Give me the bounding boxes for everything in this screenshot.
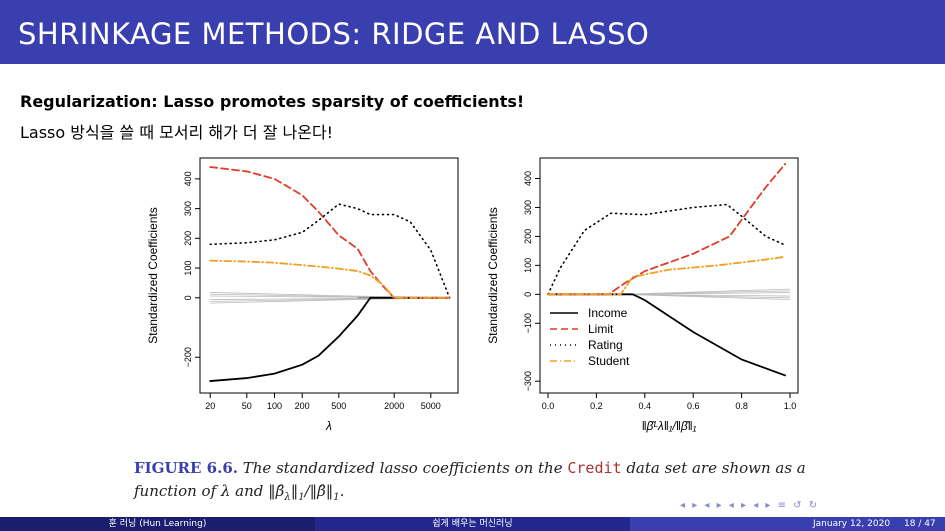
slide-heading: Regularization: Lasso promotes sparsity …	[20, 92, 525, 111]
title-bar: SHRINKAGE METHODS: RIDGE AND LASSO	[0, 0, 945, 64]
y-tick-label: 300	[523, 200, 533, 215]
norm-ratio-coefficient-chart: 0.0 0.2 0.4 0.6 0.8 1.0 −300 −100 0 100 200 300 400 ‖…	[486, 157, 799, 433]
footer-author: 훈 러닝 (Hun Learning)	[0, 517, 315, 531]
y-tick-label: 200	[523, 229, 533, 244]
x-tick-label: 5000	[421, 401, 441, 411]
y-axis-label: Standardized Coefficients	[146, 207, 160, 344]
x-tick-label: 0.2	[590, 401, 603, 411]
x-tick-label: 20	[205, 401, 215, 411]
lambda-coefficient-chart: 20 50 100 200 500 2000 5000 −200 0 100 200 300 400 λ S…	[146, 157, 459, 433]
y-tick-label: −300	[523, 371, 533, 391]
series-line-student	[547, 255, 787, 296]
slide-title: SHRINKAGE METHODS: RIDGE AND LASSO	[18, 17, 650, 51]
footer-course: 쉽게 배우는 머신러닝	[315, 517, 630, 531]
caption-text-e: .	[339, 482, 345, 500]
y-tick-label: 100	[183, 261, 193, 276]
caption-text-a: The standardized lasso coefficients on t…	[238, 459, 568, 477]
caption-text-d: /‖β̂‖	[304, 482, 334, 500]
x-axis-label: λ	[325, 419, 332, 433]
y-tick-label: 0	[523, 292, 533, 297]
legend-label-student: Student	[588, 354, 630, 368]
y-tick-label: 400	[523, 171, 533, 186]
plot-frame	[539, 157, 799, 394]
series-line-income	[209, 296, 451, 382]
legend-label-limit: Limit	[588, 322, 614, 336]
x-tick-label: 100	[267, 401, 282, 411]
legend-label-rating: Rating	[588, 338, 623, 352]
y-tick-label: −100	[523, 313, 533, 333]
series-line-student	[209, 259, 451, 299]
x-axis-label: ‖β̂ᴸλ‖₁/‖β̂‖₁	[642, 419, 697, 433]
x-tick-label: 50	[242, 401, 252, 411]
caption-code: Credit	[567, 459, 622, 477]
y-tick-label: −200	[183, 347, 193, 367]
series-line-rating	[547, 203, 786, 296]
y-tick-label: 100	[523, 258, 533, 273]
caption-text-b: data set are shown as a function of λ an…	[134, 459, 806, 500]
footer-page-number: 18 / 47	[904, 519, 936, 529]
legend-label-income: Income	[588, 306, 628, 320]
y-tick-label: 0	[183, 295, 193, 300]
slide-subline: Lasso 방식을 쓸 때 모서리 해가 더 잘 나온다!	[20, 123, 334, 142]
plot-frame	[199, 157, 459, 394]
y-axis-label: Standardized Coefficients	[486, 207, 500, 344]
y-tick-label: 300	[183, 201, 193, 216]
figure-label: FIGURE 6.6.	[134, 459, 238, 477]
caption-text-c: ‖	[290, 482, 299, 500]
x-tick-label: 0.0	[542, 401, 555, 411]
x-tick-label: 1.0	[784, 401, 797, 411]
figure-caption: FIGURE 6.6. The standardized lasso coeff…	[134, 459, 806, 503]
footer-date: January 12, 2020	[813, 519, 891, 529]
footer-bar: 훈 러닝 (Hun Learning) 쉽게 배우는 머신러닝 January …	[0, 517, 945, 531]
series-line-rating	[209, 203, 451, 299]
x-tick-label: 0.4	[639, 401, 652, 411]
x-tick-label: 0.8	[735, 401, 748, 411]
y-tick-label: 200	[183, 231, 193, 246]
footer-meta: January 12, 2020 18 / 47	[630, 517, 945, 531]
x-tick-label: 2000	[384, 401, 404, 411]
beamer-navigation-icons[interactable]: ◂ ▸ ◂ ▸ ◂ ▸ ◂ ▸ ≡ ↺ ↻	[680, 500, 820, 511]
x-tick-label: 200	[295, 401, 310, 411]
series-line-limit	[209, 166, 451, 299]
series-line-limit	[547, 163, 787, 296]
y-tick-label: 400	[183, 171, 193, 186]
x-tick-label: 0.6	[687, 401, 700, 411]
x-tick-label: 500	[331, 401, 346, 411]
series-line-income	[547, 293, 787, 377]
